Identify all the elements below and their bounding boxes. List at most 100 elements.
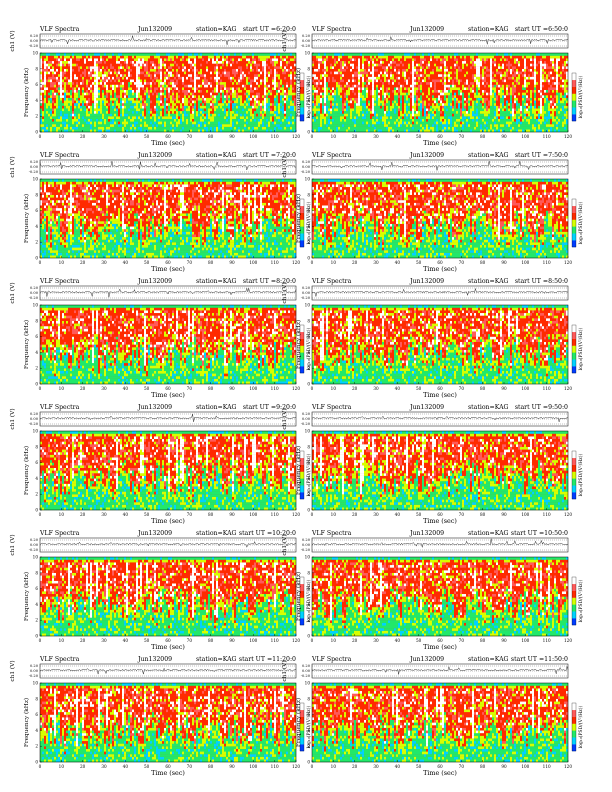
spectrogram-cell [200, 61, 202, 64]
spectrogram-cell [60, 64, 62, 67]
spectrogram-cell [210, 95, 212, 98]
spectrogram-cell [356, 95, 358, 98]
spectrogram-cell [336, 127, 338, 130]
spectrogram-cell [214, 119, 216, 122]
spectrogram-cell [58, 53, 60, 56]
spectrogram-cell [130, 77, 132, 80]
spectrogram-cell [258, 64, 260, 67]
spectrogram-cell [342, 66, 344, 69]
spectrogram-cell [122, 90, 124, 93]
spectrogram-cell [108, 74, 110, 77]
spectrogram-cell [158, 87, 160, 90]
spectrogram-cell [360, 90, 362, 93]
spectrogram-cell [268, 106, 270, 109]
spectrogram-cell [192, 121, 194, 124]
spectrogram-cell [100, 53, 102, 56]
spectrogram-cell [196, 124, 198, 127]
spectrogram-cell [236, 93, 238, 96]
spectrogram-cell [72, 121, 74, 124]
spectrogram-cell [248, 85, 250, 88]
spectrogram-cell [74, 61, 76, 64]
spectrogram-cell [138, 100, 140, 103]
spectrogram-cell [382, 90, 384, 93]
spectrogram-cell [382, 108, 384, 111]
spectrogram-cell [136, 108, 138, 111]
spectrogram-cell [218, 98, 220, 101]
spectrogram-cell [88, 100, 90, 103]
spectrogram-cell [278, 103, 280, 106]
spectrogram-cell [90, 69, 92, 72]
spectrogram-cell [92, 95, 94, 98]
spectrogram-cell [330, 64, 332, 67]
spectrogram-cell [142, 98, 144, 101]
spectrogram-cell [78, 121, 80, 124]
spectrogram-cell [162, 82, 164, 85]
spectrogram-cell [118, 111, 120, 114]
spectrogram-cell [350, 93, 352, 96]
spectrogram-cell [110, 87, 112, 90]
spectrogram-cell [238, 69, 240, 72]
spectrogram-cell [158, 129, 160, 132]
spectrogram-cell [224, 66, 226, 69]
spectrogram-cell [120, 100, 122, 103]
spectrogram-cell [250, 124, 252, 127]
spectrogram-cell [202, 66, 204, 69]
spectrogram-cell [104, 77, 106, 80]
spectrogram-cell [62, 93, 64, 96]
spectrogram-cell [182, 69, 184, 72]
spectrogram-cell [248, 114, 250, 117]
spectrogram-cell [214, 116, 216, 119]
spectrogram-cell [382, 87, 384, 90]
spectrogram-cell [64, 53, 66, 56]
spectrogram-cell [292, 79, 294, 82]
spectrogram-cell [60, 121, 62, 124]
spectrogram-cell [118, 53, 120, 56]
spectrogram-cell [146, 87, 148, 90]
spectrogram-cell [292, 69, 294, 72]
spectrogram-cell [352, 64, 354, 67]
spectrogram-cell [366, 100, 368, 103]
spectrogram-cell [148, 129, 150, 132]
spectrogram-cell [316, 82, 318, 85]
spectrogram-cell [312, 64, 314, 67]
spectrogram-cell [158, 124, 160, 127]
spectrogram-cell [192, 93, 194, 96]
spectrogram-cell [338, 85, 340, 88]
spectrogram-cell [346, 61, 348, 64]
spectrogram-cell [122, 74, 124, 77]
spectrogram-cell [156, 87, 158, 90]
spectrogram-cell [326, 58, 328, 61]
spectrogram-cell [270, 56, 272, 59]
spectrogram-cell [286, 69, 288, 72]
spectrogram-cell [208, 103, 210, 106]
spectrogram-cell [100, 114, 102, 117]
spectrogram-cell [232, 53, 234, 56]
spectrogram-cell [172, 114, 174, 117]
spectrogram-cell [120, 111, 122, 114]
spectrogram-cell [160, 77, 162, 80]
spectrogram-cell [256, 77, 258, 80]
spectrogram-cell [352, 77, 354, 80]
spectrogram-cell [266, 61, 268, 64]
spectrogram-cell [248, 108, 250, 111]
spectrogram-cell [248, 106, 250, 109]
spectrogram-cell [220, 127, 222, 130]
spectrogram-cell [380, 111, 382, 114]
spectrogram-cell [278, 95, 280, 98]
spectrogram-cell [86, 74, 88, 77]
spectrogram-cell [340, 82, 342, 85]
spectrogram-cell [96, 69, 98, 72]
spectrogram-cell [334, 74, 336, 77]
spectrogram-cell [316, 71, 318, 74]
spectrogram-cell [202, 114, 204, 117]
spectrogram-cell [134, 111, 136, 114]
spectrogram-cell [118, 56, 120, 59]
spectrogram-cell [142, 103, 144, 106]
spectrogram-cell [116, 103, 118, 106]
spectrogram-cell [90, 79, 92, 82]
spectrogram-cell [78, 106, 80, 109]
spectrogram-cell [208, 93, 210, 96]
spectrogram-cell [108, 98, 110, 101]
spectrogram-cell [152, 98, 154, 101]
spectrogram-cell [170, 66, 172, 69]
